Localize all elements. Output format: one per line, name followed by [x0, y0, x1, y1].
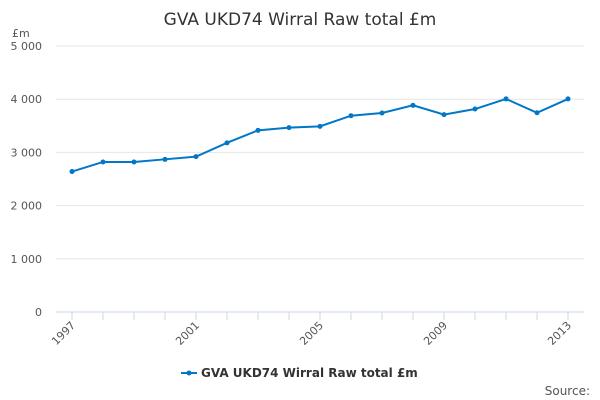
x-tick-label: 2009 [421, 319, 450, 348]
source-label: Source: [545, 384, 590, 398]
data-point[interactable] [224, 140, 230, 146]
x-tick-label: 2005 [297, 319, 326, 348]
data-point[interactable] [131, 159, 137, 165]
data-point[interactable] [410, 102, 416, 108]
legend-label: GVA UKD74 Wirral Raw total £m [201, 366, 418, 380]
y-tick-label: 0 [35, 306, 42, 319]
series-line [71, 97, 569, 173]
x-tick-label: 2013 [545, 319, 574, 348]
data-point[interactable] [100, 159, 106, 165]
data-point[interactable] [69, 169, 75, 175]
y-tick-label: 3 000 [11, 146, 43, 159]
data-point[interactable] [286, 125, 292, 131]
data-point[interactable] [441, 112, 447, 118]
data-point[interactable] [503, 96, 509, 102]
y-tick-label: 4 000 [11, 93, 43, 106]
data-point[interactable] [317, 123, 323, 129]
y-axis-label: £m [12, 27, 30, 40]
data-point[interactable] [348, 113, 354, 119]
y-tick-label: 2 000 [11, 200, 43, 213]
y-tick-label: 5 000 [11, 40, 43, 53]
x-tick-label: 2001 [173, 319, 202, 348]
chart-title: GVA UKD74 Wirral Raw total £m [164, 10, 437, 30]
data-point[interactable] [193, 154, 199, 160]
data-point[interactable] [255, 127, 261, 133]
x-tick-label: 1997 [49, 319, 78, 348]
legend-marker [186, 370, 192, 376]
data-point[interactable] [162, 156, 168, 162]
data-point[interactable] [379, 110, 385, 116]
data-point[interactable] [534, 110, 540, 116]
data-point[interactable] [472, 106, 478, 112]
data-point[interactable] [565, 96, 571, 102]
legend[interactable]: GVA UKD74 Wirral Raw total £m [181, 366, 418, 380]
y-tick-label: 1 000 [11, 253, 43, 266]
